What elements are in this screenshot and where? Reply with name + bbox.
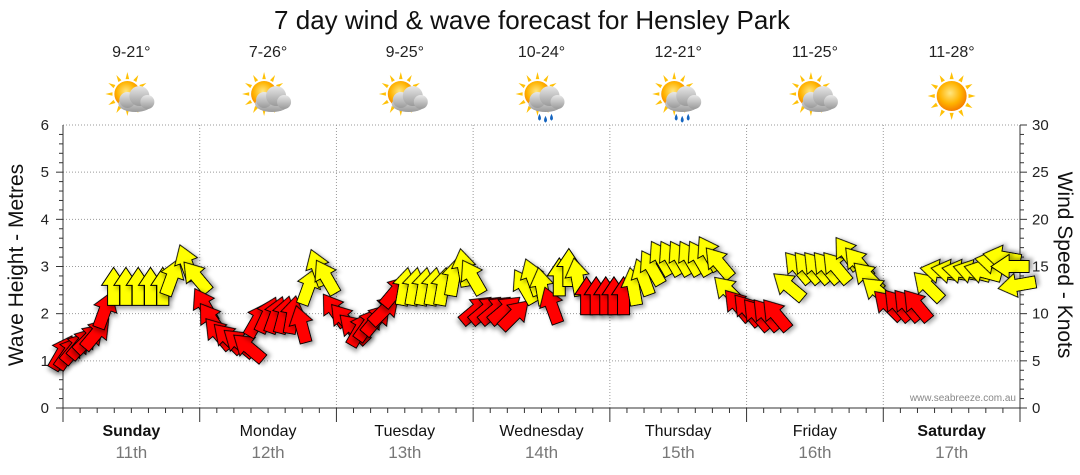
right-tick-label: 20 xyxy=(1032,211,1049,228)
sun-cloud-icon xyxy=(788,72,838,116)
day-name-label: Friday xyxy=(793,423,837,440)
day-date-label: 14th xyxy=(525,443,558,462)
day-temp-label: 11-25° xyxy=(792,44,838,61)
wind-arrow xyxy=(913,272,947,305)
sun-cloud-icon xyxy=(378,72,428,116)
wind-arrow xyxy=(288,304,314,345)
wind-arrow xyxy=(183,261,214,296)
sun-cloud-rain-icon xyxy=(652,72,702,123)
right-tick-label: 5 xyxy=(1032,353,1040,370)
wind-arrow xyxy=(990,253,1030,280)
day-date-label: 13th xyxy=(388,443,421,462)
left-tick-label: 2 xyxy=(41,306,49,323)
watermark: www.seabreeze.com.au xyxy=(909,393,1016,404)
wind-arrow xyxy=(997,272,1038,299)
day-date-label: 17th xyxy=(935,443,968,462)
day-labels: Sunday 11th Monday 12th Tuesday 13th Wednesday… xyxy=(102,423,986,462)
sun-icon xyxy=(927,72,976,120)
wind-arrow xyxy=(233,334,268,365)
wind-arrow xyxy=(705,247,737,282)
day-date-label: 12th xyxy=(252,443,285,462)
right-tick-label: 10 xyxy=(1032,306,1049,323)
wind-arrow xyxy=(460,259,488,297)
left-tick-label: 6 xyxy=(41,117,49,134)
day-date-label: 11th xyxy=(115,443,147,462)
day-name-label: Thursday xyxy=(645,423,712,440)
sun-cloud-icon xyxy=(242,72,292,116)
wind-arrow xyxy=(763,299,794,334)
wind-arrow xyxy=(903,289,935,325)
left-tick-label: 0 xyxy=(41,400,49,417)
right-axis-title: Wind Speed - Knots xyxy=(1053,172,1076,359)
day-name-label: Tuesday xyxy=(374,423,435,440)
day-temp-label: 10-24° xyxy=(518,44,565,61)
day-temp-label: 9-25° xyxy=(386,44,424,61)
day-temp-label: 9-21° xyxy=(112,44,150,61)
sun-cloud-icon xyxy=(105,72,155,116)
day-name-label: Monday xyxy=(240,423,297,440)
left-tick-label: 3 xyxy=(41,259,49,276)
left-tick-label: 1 xyxy=(41,353,49,370)
day-date-label: 15th xyxy=(662,443,695,462)
right-tick-label: 15 xyxy=(1032,259,1049,276)
right-tick-label: 25 xyxy=(1032,164,1049,181)
left-tick-label: 4 xyxy=(41,211,49,228)
wind-arrow xyxy=(159,258,185,298)
left-tick-label: 5 xyxy=(41,164,49,181)
day-date-label: 16th xyxy=(798,443,831,462)
day-name-label: Sunday xyxy=(102,423,160,440)
day-temp-label: 12-21° xyxy=(655,44,702,61)
wind-arrow xyxy=(496,300,529,333)
right-tick-label: 0 xyxy=(1032,400,1040,417)
sun-cloud-rain-icon xyxy=(515,72,565,123)
day-temp-label: 7-26° xyxy=(249,44,287,61)
wind-arrow xyxy=(773,273,808,304)
wind-arrows xyxy=(47,235,1038,373)
wind-arrow xyxy=(823,252,854,287)
left-axis-title: Wave Height - Metres xyxy=(5,164,28,366)
day-name-label: Wednesday xyxy=(499,423,583,440)
right-tick-label: 30 xyxy=(1032,117,1049,134)
chart-title: 7 day wind & wave forecast for Hensley P… xyxy=(274,5,791,35)
wind-arrow xyxy=(314,259,342,297)
day-headers: 9-21° 7-26° 9-25° 10-24° 12-21° 11-25° 11-28° xyxy=(105,44,976,123)
day-name-label: Saturday xyxy=(917,423,986,440)
day-temp-label: 11-28° xyxy=(929,44,975,61)
